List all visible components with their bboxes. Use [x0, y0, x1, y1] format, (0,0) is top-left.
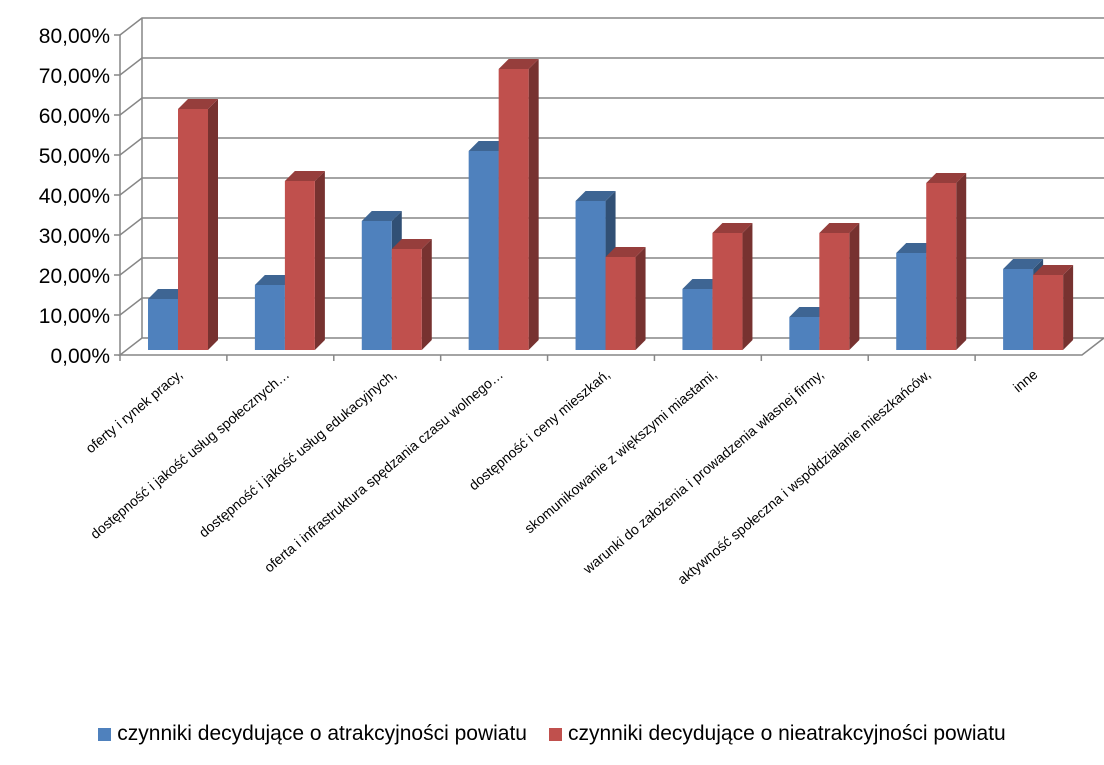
y-tick-label: 70,00% [39, 65, 110, 88]
bar-side [528, 59, 539, 350]
gridline [119, 177, 1104, 196]
legend-swatch-attractive [98, 727, 112, 741]
x-tick-label: oferty i rynek pracy, [82, 366, 185, 456]
gridline [119, 297, 1104, 316]
bar-top [178, 99, 218, 109]
gridline [119, 17, 1104, 36]
bar-front [498, 69, 529, 350]
y-tick-label: 80,00% [39, 25, 110, 48]
y-tick-label: 0,00% [50, 345, 110, 368]
bar-side [208, 99, 218, 350]
x-tick-label: aktywność społeczna i współdziałanie mie… [674, 366, 933, 587]
bar-top [498, 59, 539, 69]
gridline [119, 217, 1104, 236]
bar-front [682, 289, 713, 350]
bars [148, 59, 1074, 350]
bar-unattractive-4 [605, 247, 646, 350]
bar-unattractive-3 [498, 59, 539, 350]
bar-side [956, 173, 967, 350]
bar-unattractive-2 [391, 239, 432, 350]
bar-front [468, 151, 499, 350]
legend-item-unattractive: czynniki decydujące o nieatrakcyjności p… [548, 722, 1006, 746]
bar-top [712, 223, 753, 233]
x-tick-label: dostępność i jakość usług edukacyjnych, [196, 366, 399, 540]
bar-unattractive-1 [284, 171, 325, 350]
bar-side [849, 223, 860, 350]
legend-label-attractive: czynniki decydujące o atrakcyjności powi… [117, 722, 527, 745]
bar-front [575, 201, 606, 350]
bar-front [361, 221, 392, 350]
bar-unattractive-7 [926, 173, 967, 350]
y-tick-label: 40,00% [39, 185, 110, 208]
bar-top [1033, 265, 1074, 275]
bar-side [635, 247, 646, 350]
gridline [119, 57, 1104, 76]
bar-front [254, 285, 285, 350]
bar-front [926, 183, 957, 350]
legend-label-unattractive: czynniki decydujące o nieatrakcyjności p… [567, 722, 1006, 745]
x-tick-label: dostępność i jakość usług społecznych… [87, 366, 292, 542]
bar-front [178, 109, 208, 350]
bar-front [148, 299, 178, 350]
gridline [119, 257, 1104, 276]
bar-chart: 0,00% 10,00% 20,00% 30,00% 40,00% 50,00% 60,00… [39, 17, 1104, 587]
bar-front [284, 181, 315, 350]
bar-top [284, 171, 325, 181]
x-tick-label: oferta i infrastruktura spędzania czasu … [261, 366, 506, 575]
bar-front [789, 317, 820, 350]
legend-swatch-unattractive [548, 727, 562, 741]
gridlines [114, 17, 1104, 361]
y-axis-ticks: 0,00% 10,00% 20,00% 30,00% 40,00% 50,00% 60,00… [39, 25, 110, 368]
bar-top [1003, 259, 1044, 269]
y-tick-label: 10,00% [39, 305, 110, 328]
bar-front [1003, 269, 1034, 350]
bar-side [421, 239, 432, 350]
y-tick-label: 30,00% [39, 225, 110, 248]
bar-top [605, 247, 646, 257]
bar-unattractive-0 [178, 99, 218, 350]
y-tick-label: 60,00% [39, 105, 110, 128]
bar-side [742, 223, 753, 350]
bar-side [314, 171, 325, 350]
bar-unattractive-8 [1033, 265, 1074, 350]
bar-top [575, 191, 616, 201]
bar-side [1063, 265, 1074, 350]
bar-front [896, 253, 927, 350]
x-axis-ticks: oferty i rynek pracy,dostępność i jakość… [82, 366, 1040, 587]
gridline [119, 97, 1104, 116]
bar-front [712, 233, 743, 350]
legend-item-attractive: czynniki decydujące o atrakcyjności powi… [98, 722, 527, 746]
bar-top [361, 211, 402, 221]
bar-top [391, 239, 432, 249]
bar-top [926, 173, 967, 183]
legend: czynniki decydujące o atrakcyjności powi… [0, 722, 1104, 746]
gridline [119, 137, 1104, 156]
bar-unattractive-6 [819, 223, 860, 350]
bar-front [1033, 275, 1064, 350]
bar-front [819, 233, 850, 350]
bar-front [605, 257, 636, 350]
y-tick-label: 20,00% [39, 265, 110, 288]
bar-front [391, 249, 422, 350]
y-tick-label: 50,00% [39, 145, 110, 168]
x-tick-label: inne [1010, 366, 1041, 395]
x-tick-label: warunki do założenia i prowadzenia własn… [579, 366, 827, 577]
bar-top [819, 223, 860, 233]
bar-unattractive-5 [712, 223, 753, 350]
x-tick-label: skomunikowanie z większymi miastami, [521, 366, 720, 536]
